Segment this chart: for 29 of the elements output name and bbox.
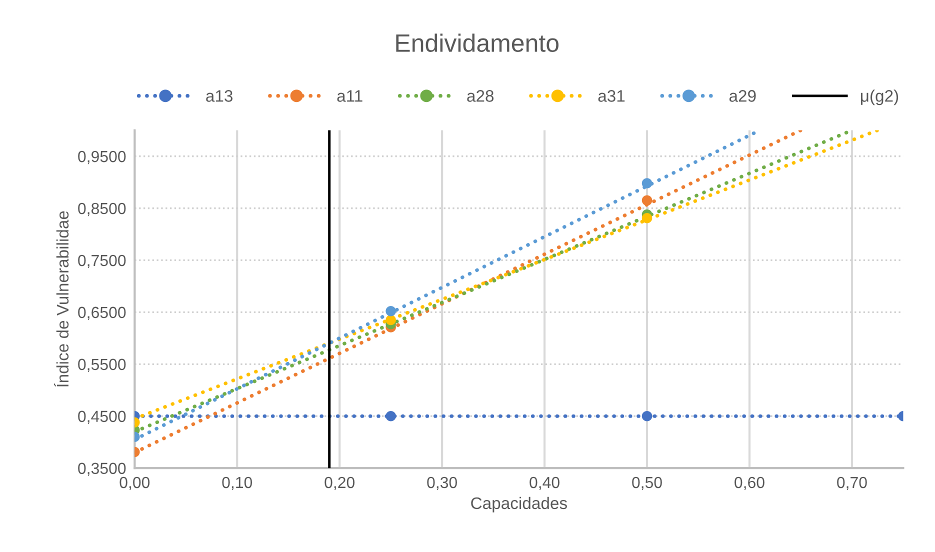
legend-label: a31 bbox=[598, 90, 625, 102]
x-tick-label: 0,60 bbox=[734, 476, 764, 490]
y-tick-label: 0,7500 bbox=[78, 254, 126, 268]
point bbox=[386, 306, 396, 316]
y-tick-label: 0,5500 bbox=[78, 358, 126, 372]
legend-label: μ(g2) bbox=[860, 90, 898, 106]
point bbox=[642, 195, 652, 206]
chart-title: Endividamento bbox=[396, 34, 558, 52]
y-tick-label: 0,6500 bbox=[78, 306, 126, 320]
point bbox=[642, 212, 652, 224]
x-tick-label: 0,70 bbox=[837, 476, 867, 490]
y-tick-label: 0,8500 bbox=[78, 202, 126, 216]
x-tick-label: 0,30 bbox=[427, 476, 457, 490]
x-tick-label: 0,10 bbox=[222, 476, 252, 490]
point bbox=[386, 314, 396, 326]
legend-label: a28 bbox=[467, 90, 494, 102]
legend-label: a29 bbox=[729, 90, 756, 102]
y-tick-label: 0,9500 bbox=[78, 150, 126, 164]
x-tick-label: 0,40 bbox=[530, 476, 560, 490]
point bbox=[642, 178, 652, 188]
y-axis-title: Índice de Vulnerabilidae bbox=[54, 211, 69, 387]
y-tick-label: 0,4500 bbox=[78, 410, 126, 424]
x-axis-title: Capacidades bbox=[471, 496, 567, 512]
y-tick-label: 0,3500 bbox=[78, 462, 126, 476]
legend-label: a11 bbox=[337, 90, 362, 102]
x-tick-label: 0,00 bbox=[120, 476, 150, 490]
x-tick-label: 0,50 bbox=[632, 476, 662, 490]
legend-label: a13 bbox=[206, 90, 232, 102]
x-tick-label: 0,20 bbox=[324, 476, 355, 490]
